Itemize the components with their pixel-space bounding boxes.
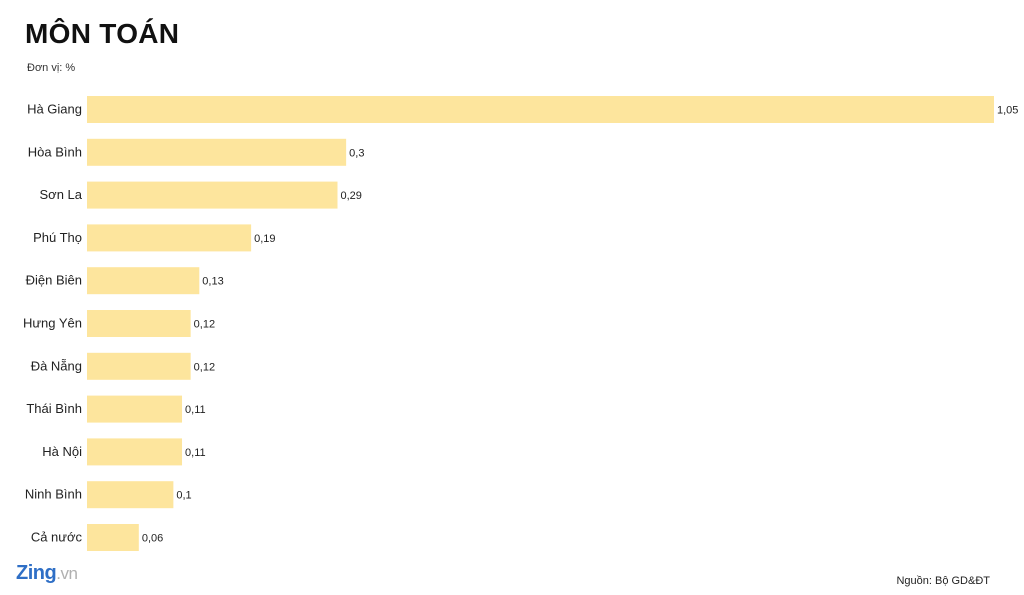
value-label: 0,13 xyxy=(202,276,223,288)
value-label: 0,12 xyxy=(194,361,215,373)
bar xyxy=(87,181,338,209)
category-label: Thái Bình xyxy=(26,401,82,416)
value-label: 0,29 xyxy=(341,190,362,202)
zing-logo: Zing.vn xyxy=(16,562,78,585)
bar xyxy=(87,395,183,423)
logo-main-text: Zing xyxy=(16,562,57,584)
value-label: 0,11 xyxy=(185,447,206,459)
category-label: Hòa Bình xyxy=(28,144,82,159)
bar xyxy=(87,438,183,466)
source-note: Nguồn: Bộ GD&ĐT xyxy=(896,575,990,587)
category-label: Hưng Yên xyxy=(23,316,82,331)
category-label: Cả nước xyxy=(31,530,83,545)
unit-label: Đơn vị: % xyxy=(27,62,76,74)
category-label: Đà Nẵng xyxy=(31,358,82,373)
value-label: 0,12 xyxy=(194,319,215,331)
bar xyxy=(87,224,252,252)
value-label: 0,19 xyxy=(254,233,275,245)
bar xyxy=(87,138,347,166)
value-label: 0,11 xyxy=(185,404,206,416)
category-label: Sơn La xyxy=(40,187,83,202)
value-label: 1,05 xyxy=(997,105,1018,117)
bar xyxy=(87,481,174,509)
value-label: 0,1 xyxy=(176,490,191,502)
bar xyxy=(87,96,994,123)
bar xyxy=(87,267,200,295)
category-label: Hà Nội xyxy=(42,444,82,459)
bar xyxy=(87,352,191,380)
logo-suffix-text: .vn xyxy=(56,564,78,583)
bar xyxy=(87,524,139,551)
category-label: Phú Thọ xyxy=(33,230,82,245)
value-label: 0,06 xyxy=(142,533,163,545)
bar xyxy=(87,310,191,337)
category-label: Điện Biên xyxy=(26,273,82,288)
category-label: Hà Giang xyxy=(27,102,82,117)
value-label: 0,3 xyxy=(349,147,364,159)
category-label: Ninh Bình xyxy=(25,487,82,502)
chart-title: MÔN TOÁN xyxy=(25,18,180,49)
